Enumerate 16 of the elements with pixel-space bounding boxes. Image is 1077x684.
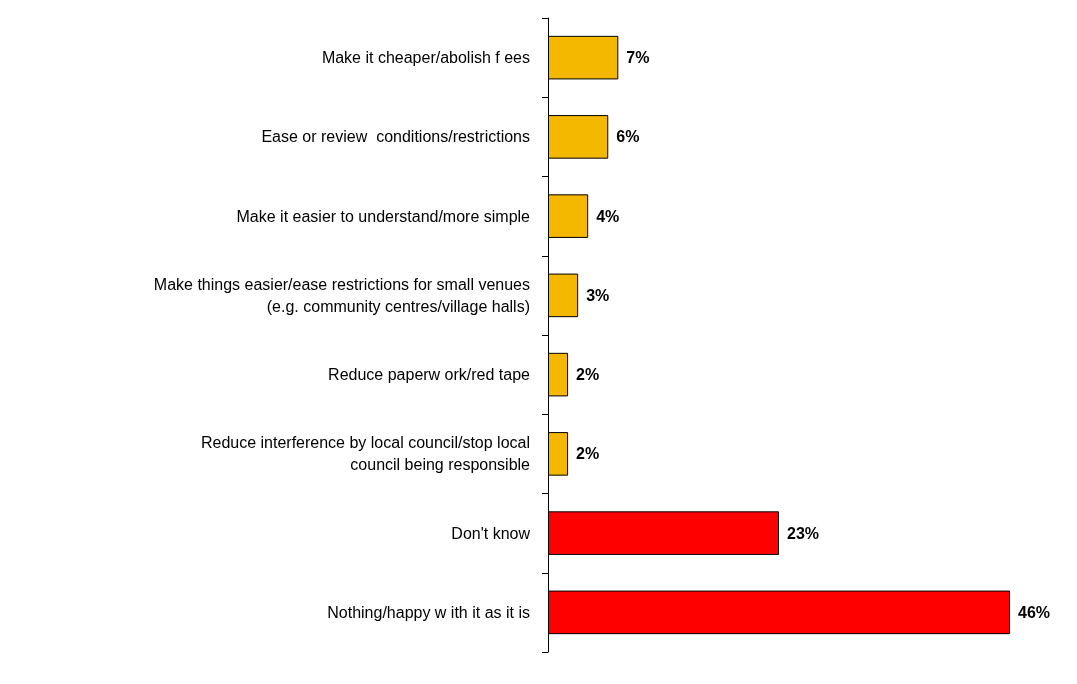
data-label: 4% [596, 207, 620, 225]
y-tick-label: Reduce interference by local council/stop local council being responsible [200, 434, 531, 474]
y-tick-label: Make things easier/ease restrictions for small venues (e.g. community centres/village halls) [153, 275, 530, 315]
y-tick-label: Don't know [451, 524, 531, 542]
data-label: 46% [1018, 603, 1051, 621]
data-label: 23% [787, 524, 820, 542]
data-label: 2% [576, 366, 600, 384]
data-label: 7% [626, 49, 650, 67]
data-label: 3% [586, 286, 610, 304]
data-label: 6% [616, 128, 640, 146]
y-tick-label: Make it cheaper/abolish f ees [321, 49, 530, 67]
y-tick-label: Make it easier to understand/more simple [236, 207, 531, 225]
data-label: 2% [576, 445, 600, 463]
y-tick-label: Ease or review conditions/restrictions [261, 128, 530, 146]
y-tick-label: Reduce paperw ork/red tape [328, 366, 531, 384]
y-tick-label: Nothing/happy w ith it as it is [327, 603, 530, 621]
